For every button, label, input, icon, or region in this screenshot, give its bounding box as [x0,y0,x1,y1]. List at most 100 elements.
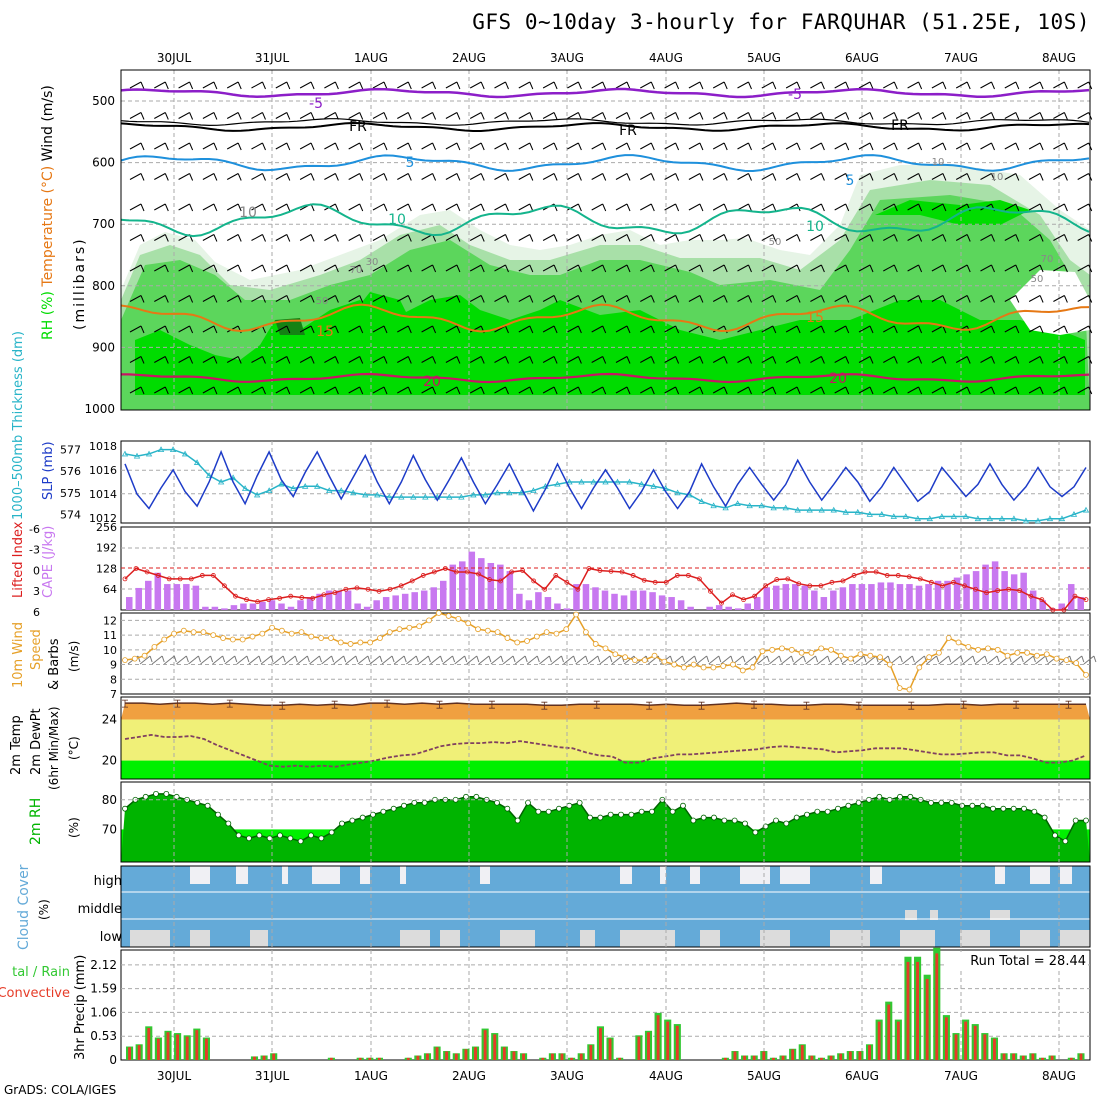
wind-barb [567,142,579,150]
wind-barb-flag [189,81,194,90]
wind-barb-flag [140,112,145,120]
wind-barb-flag [359,234,364,242]
date-label-bottom: 6AUG [845,1069,879,1083]
wind-barb [883,112,895,119]
wind-barb-flag [286,356,291,364]
wind-barb-flag [529,112,534,120]
rh-line-point [845,802,852,809]
wind-barb-flag [772,234,777,242]
wind-barb [955,234,968,241]
wind-ylabel-speed: Speed [29,629,44,670]
wind-barb-flag [407,112,412,120]
surface-wind-barb-flag [476,655,480,663]
wind-barb [129,173,142,180]
wind-barb-flag [553,386,558,395]
wind-barb-flag [237,173,242,181]
rh-line-point [928,799,934,806]
wind-barb [664,112,676,119]
wind-speed-line-point [896,685,903,692]
cape-bar [801,585,809,610]
dewpt-ylabel: 2m DewPt [29,708,44,775]
precip-convective-bar [1002,1053,1006,1060]
wind-barb-flag [553,173,558,181]
wind-barb-flag [675,325,680,334]
lifted-index-tick: -3 [29,544,40,557]
wind-barb-flag [1063,295,1068,303]
wind-speed-line-point [857,651,864,658]
wind-barb-flag [310,234,315,242]
wind-barb-flag [553,264,558,273]
precip-convective-bar [666,1021,670,1060]
wind-barb-flag [213,325,218,334]
high-cloud-gap [740,866,770,884]
precip-convective-bar [820,1057,823,1060]
wind-barb-flag [577,142,582,151]
wind-barb [834,234,846,241]
wind-speed-line-point [975,646,982,653]
wind-barb-flag [359,112,364,120]
wind-barb [178,203,190,211]
lifted-index-line-point [951,579,956,585]
lifted-index-line-point [531,578,537,584]
wind-barb-flag [262,295,266,303]
wind-barb-flag [553,142,558,151]
rh-line-point [359,814,366,821]
lifted-index-line-point [763,583,769,589]
thickness-line-point [518,489,525,496]
wind-barb-flag [942,264,947,273]
cape-bar [154,572,162,610]
wind-barb-flag [748,203,752,212]
wind-barb [469,234,482,241]
wind-speed-line-point [769,646,776,653]
lifted-index-line-point [652,579,658,585]
wind-barb [421,112,433,119]
wind-barb [761,142,774,150]
rh-line-point [783,820,790,827]
surface-wind-barbs [127,655,1097,665]
high-cloud-gap [190,866,210,884]
rh-line-point [163,790,170,797]
cape-bar [896,584,904,610]
wind-barb [955,386,968,394]
precip-convective-bar [839,1053,843,1060]
wind-barb-flag [796,264,801,273]
cape-bar [306,597,314,610]
wind-barb-flag [893,386,898,395]
wind-barb [737,386,749,394]
precip-convective-bar [579,1053,583,1060]
wind-barb-flag [626,295,631,303]
wind-barb-flag [213,234,218,242]
wind-barb [542,386,555,394]
wind-barb-flag [577,295,582,303]
lifted-index-line-point [498,578,503,584]
cape-bar [363,606,371,610]
cape-bar [145,580,152,610]
surface-wind-barb [176,655,187,665]
cape-bar [744,603,751,610]
wind-barb [810,203,822,211]
wind-barb [324,142,336,150]
lifted-index-line-point [928,579,934,585]
wind-barb [178,325,190,333]
cape-bar [516,593,523,610]
precip-convective-bar [329,1057,333,1060]
lifted-index-line-point [354,585,360,591]
low-cloud-gap [900,930,935,947]
wind-speed-line-point [651,652,658,659]
wind-barb [591,173,603,180]
wind-barb-flag [262,234,266,242]
middle-cloud-gap [990,910,1010,920]
wind-barb-flag [748,386,752,395]
lifted-index-ylabel: Lifted Index [11,521,26,598]
wind-barb-flag [480,295,485,303]
wind-barb [469,81,482,89]
precip-convective-bar [599,1028,602,1060]
wind-barb-flag [748,142,752,151]
precip-convective-bar [656,1015,660,1060]
wind-barb [785,142,798,150]
surface-wind-barb [587,655,599,665]
surface-wind-barb-flag [234,655,238,663]
wind-barb [1077,81,1089,89]
wind-barb [640,112,652,119]
surface-wind-barb [902,655,913,665]
